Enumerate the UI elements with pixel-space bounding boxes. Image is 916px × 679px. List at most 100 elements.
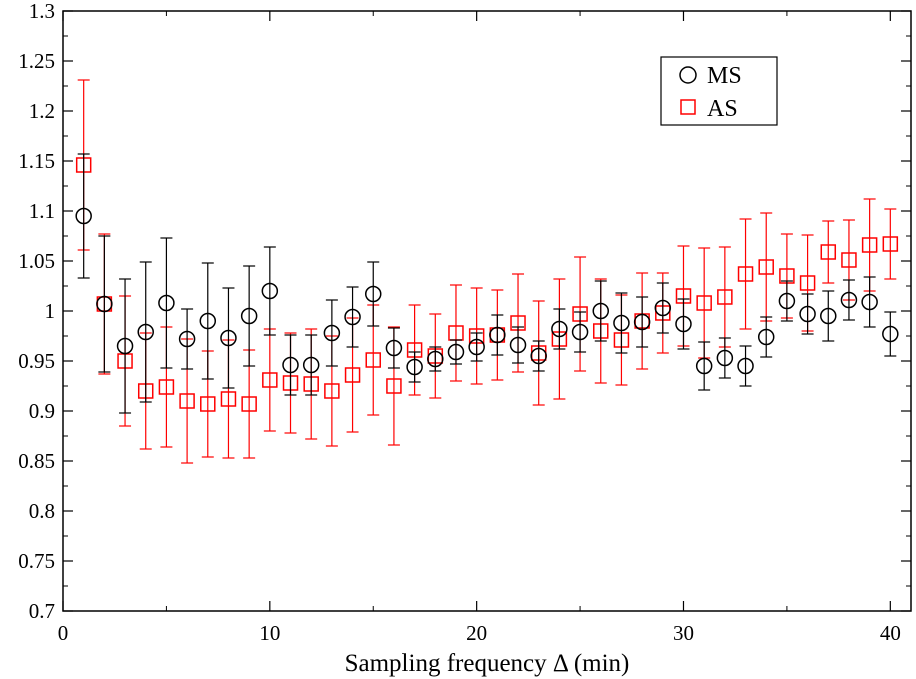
legend-marker-as	[680, 99, 696, 115]
data-point-ms	[716, 349, 734, 367]
data-point-ms	[178, 330, 196, 348]
x-tick-label: 0	[58, 621, 69, 645]
data-point-ms	[799, 305, 816, 323]
data-point-ms	[468, 338, 485, 356]
data-point-as	[758, 259, 774, 275]
data-point-ms	[592, 302, 610, 320]
plot-frame	[62, 10, 912, 612]
error-bar-as	[739, 218, 752, 330]
data-point-ms	[158, 294, 175, 312]
data-point-as	[365, 352, 381, 368]
error-bar-ms	[594, 280, 607, 342]
data-point-ms	[489, 326, 506, 344]
error-bar-ms	[780, 280, 793, 322]
x-tick-label: 40	[880, 621, 901, 645]
error-bar-ms	[284, 334, 297, 396]
axes	[62, 10, 912, 612]
x-tick-label: 30	[673, 621, 694, 645]
data-point-ms	[199, 312, 217, 330]
series-as	[75, 79, 899, 464]
data-point-as	[737, 266, 754, 282]
data-point-ms	[695, 357, 713, 375]
error-bar-ms	[698, 341, 711, 391]
data-point-ms	[551, 320, 568, 338]
error-bar-ms	[491, 314, 504, 356]
data-point-ms	[137, 323, 154, 341]
error-bar-ms	[512, 326, 525, 364]
y-tick-label: 0.9	[29, 399, 55, 423]
error-bar-ms	[222, 287, 235, 389]
error-bar-ms	[801, 293, 814, 335]
data-point-ms	[778, 292, 796, 310]
data-point-as	[882, 236, 899, 252]
error-bar-ms	[449, 339, 462, 365]
data-point-ms	[344, 308, 361, 326]
error-bar-ms	[77, 153, 90, 279]
data-point-ms	[633, 313, 651, 331]
data-point-as	[262, 372, 278, 388]
plot-area	[75, 79, 899, 464]
data-point-as	[386, 378, 402, 394]
data-point-ms	[737, 357, 754, 375]
error-bar-ms	[760, 316, 773, 358]
data-point-as	[324, 383, 340, 399]
y-tick-label: 0.95	[18, 349, 55, 373]
data-point-as	[220, 391, 237, 407]
legend-label-ms: MS	[707, 63, 742, 89]
error-bar-ms	[636, 296, 649, 348]
error-bar-ms	[656, 282, 669, 334]
data-point-ms	[509, 336, 527, 354]
error-bar-ms	[842, 279, 855, 321]
data-point-as	[241, 396, 257, 412]
error-bar-ms	[429, 346, 442, 372]
y-tick-label: 1.1	[29, 199, 55, 223]
y-tick-label: 1.15	[18, 149, 55, 173]
data-point-ms	[882, 325, 899, 343]
data-point-ms	[675, 315, 692, 333]
data-point-ms	[261, 282, 279, 300]
error-bar-ms	[325, 299, 338, 367]
error-bar-ms	[305, 334, 318, 396]
error-bar-ms	[553, 308, 566, 350]
error-bar-ms	[739, 345, 752, 387]
data-point-ms	[220, 329, 237, 347]
data-point-as	[158, 379, 175, 395]
data-point-ms	[302, 356, 320, 374]
data-point-ms	[96, 295, 113, 313]
error-bar-ms	[387, 327, 400, 369]
y-tick-label: 0.85	[18, 449, 55, 473]
error-bar-ms	[119, 278, 132, 414]
error-bar-as	[884, 208, 897, 280]
data-point-ms	[240, 307, 258, 325]
data-point-as	[696, 295, 712, 311]
axis-ticks: 0 10 20 30 40 0.7 0.75 0.8 0.85 0.9 0.95 1 1.05 1.1 1.…	[18, 0, 911, 645]
data-point-ms	[571, 323, 589, 341]
error-bar-ms	[574, 311, 587, 353]
data-point-ms	[613, 314, 630, 332]
error-bar-ms	[884, 311, 897, 357]
data-point-as	[344, 367, 361, 383]
x-tick-label: 10	[259, 621, 280, 645]
error-bar-ms	[408, 351, 421, 383]
y-tick-label: 1	[45, 299, 56, 323]
error-bar-ms	[367, 261, 380, 327]
data-point-ms	[364, 285, 382, 303]
data-point-ms	[654, 299, 672, 317]
data-point-ms	[447, 343, 465, 361]
error-bar-ms	[615, 292, 628, 354]
error-bar-ms	[201, 262, 214, 380]
data-point-ms	[840, 291, 858, 309]
data-point-ms	[116, 337, 134, 355]
error-bar-ms	[470, 332, 483, 362]
data-point-as	[820, 244, 837, 260]
data-point-ms	[427, 350, 444, 368]
y-tick-label: 0.75	[18, 549, 55, 573]
data-point-ms	[406, 358, 423, 376]
legend: MS AS	[660, 56, 778, 126]
error-bar-ms	[243, 265, 256, 367]
error-bar-ms	[532, 340, 545, 372]
data-point-ms	[757, 328, 775, 346]
data-point-as	[861, 237, 878, 253]
x-tick-label: 20	[466, 621, 487, 645]
